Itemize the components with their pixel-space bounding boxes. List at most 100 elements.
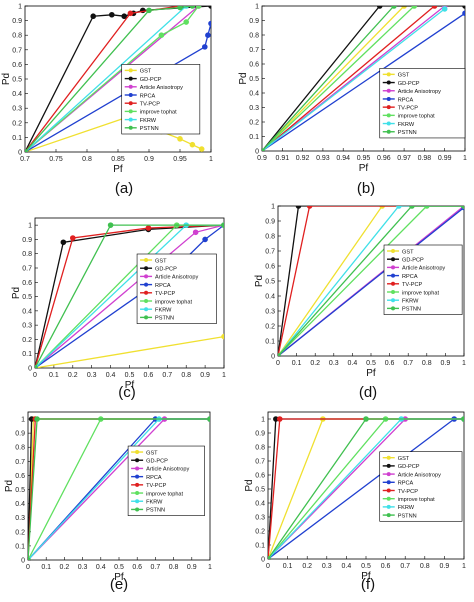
series-line — [262, 6, 395, 151]
data-point — [25, 149, 28, 152]
y-tick-label: 0 — [18, 150, 22, 157]
x-tick-label: 0.8 — [82, 156, 92, 163]
y-tick-label: 0.1 — [249, 134, 259, 141]
legend-swatch-marker — [135, 474, 140, 479]
x-axis-label: Pf — [361, 571, 371, 582]
legend-entry: PSTNN — [398, 513, 417, 519]
x-tick-label: 0.8 — [420, 563, 430, 570]
legend-entry: FKRW — [146, 500, 163, 506]
legend-entry: improve tophat — [398, 497, 435, 503]
data-point — [127, 10, 134, 17]
y-axis-label: Pd — [244, 479, 255, 491]
legend-entry: TV-PCP — [402, 282, 422, 288]
legend-swatch-marker — [135, 491, 140, 496]
data-point — [208, 20, 211, 27]
data-point — [409, 206, 415, 209]
series-line — [278, 206, 464, 356]
y-tick-label: 0.6 — [265, 264, 275, 271]
legend-swatch-marker — [144, 307, 149, 312]
x-tick-label: 0.5 — [361, 563, 371, 570]
x-tick-label: 0 — [276, 360, 280, 367]
x-axis-label: Pf — [359, 163, 369, 174]
legend-swatch-marker — [135, 450, 140, 455]
legend: GST GD-PCP Article Anisotropy RPCA TV-PCP imp… — [136, 253, 217, 324]
legend-entry: Article Anisotropy — [146, 467, 189, 473]
y-tick-label: 0.9 — [12, 18, 22, 25]
legend-box — [379, 451, 463, 522]
legend-entry: PSTNN — [146, 508, 165, 514]
plot-area — [268, 416, 464, 559]
roc-panel-b: 0.9 0.91 0.92 0.93 0.94 0.95 0.96 0.97 0.98 0.99 1… — [238, 4, 467, 198]
x-tick-label: 0.8 — [422, 360, 432, 367]
legend-entry: GD-PCP — [402, 258, 424, 264]
x-tick-label: 0.9 — [144, 156, 154, 163]
legend-swatch-marker — [144, 258, 149, 262]
x-tick-label: 0.7 — [403, 360, 413, 367]
legend-swatch-marker — [391, 265, 396, 270]
x-tick-label: 0.6 — [381, 563, 391, 570]
x-tick-label: 0.8 — [169, 564, 179, 571]
data-point — [462, 6, 465, 9]
x-tick-label: 0.91 — [275, 155, 289, 162]
y-axis-label: Pd — [1, 73, 12, 85]
x-tick-label: 0.75 — [49, 156, 63, 163]
legend-entry: GST — [398, 73, 410, 79]
legend-swatch-marker — [128, 84, 133, 89]
data-point — [276, 416, 283, 422]
legend-swatch-marker — [135, 499, 140, 504]
y-tick-label: 0.4 — [255, 501, 265, 508]
legend-swatch-marker — [386, 72, 391, 77]
legend-entry: Article Anisotropy — [140, 85, 183, 91]
legend: GST GD-PCP Article Anisotropy RPCA TV-PCP imp… — [383, 244, 463, 315]
y-tick-label: 0.4 — [265, 294, 275, 301]
series-line — [25, 6, 200, 152]
x-tick-label: 0.2 — [60, 564, 70, 571]
y-tick-label: 0.5 — [249, 76, 259, 83]
legend: GST GD-PCP Article Anisotropy RPCA TV-PCP imp… — [379, 68, 466, 139]
legend-entry: TV-PCP — [398, 105, 418, 111]
y-tick-label: 0.1 — [255, 543, 265, 550]
series-line — [262, 6, 415, 151]
y-tick-label: 0.6 — [249, 62, 259, 69]
series-line — [262, 8, 446, 151]
series-line — [262, 6, 465, 151]
x-tick-label: 0.7 — [162, 372, 172, 379]
panel-caption: (b) — [357, 180, 375, 197]
series-line — [262, 12, 465, 151]
y-tick-label: 0.4 — [22, 308, 32, 315]
legend-entry: FKRW — [402, 299, 419, 305]
legend-box — [127, 445, 205, 516]
legend-swatch-marker — [386, 121, 391, 126]
legend-swatch-marker — [386, 480, 391, 485]
data-point — [70, 235, 76, 241]
x-tick-label: 0.4 — [342, 563, 352, 570]
legend-entry: GST — [402, 249, 414, 255]
data-point — [177, 6, 183, 11]
plot-area — [262, 6, 465, 151]
y-tick-label: 0 — [255, 149, 259, 156]
data-point — [306, 206, 313, 209]
series-line — [278, 206, 464, 356]
plot-area — [28, 416, 210, 560]
x-tick-label: 0.9 — [440, 563, 450, 570]
y-tick-label: 0.3 — [265, 309, 275, 316]
legend-entry: TV-PCP — [146, 483, 166, 489]
x-tick-label: 0.1 — [41, 564, 51, 571]
y-axis-label: Pd — [238, 72, 249, 84]
legend-swatch-marker — [386, 513, 391, 518]
data-point — [363, 416, 369, 422]
legend-swatch-marker — [144, 282, 149, 287]
x-tick-label: 1 — [208, 564, 212, 571]
legend-swatch-marker — [144, 299, 149, 303]
x-tick-label: 0.1 — [292, 360, 302, 367]
x-tick-label: 0.8 — [181, 372, 191, 379]
y-tick-label: 0.4 — [249, 91, 259, 98]
x-tick-label: 0.4 — [106, 372, 116, 379]
legend-swatch-marker — [386, 129, 391, 134]
x-tick-label: 0.9 — [441, 360, 451, 367]
y-tick-label: 0 — [261, 557, 265, 564]
legend-swatch-marker — [144, 315, 149, 320]
legend-entry: RPCA — [140, 93, 156, 99]
data-point — [90, 13, 96, 20]
legend-entry: FKRW — [140, 118, 157, 124]
